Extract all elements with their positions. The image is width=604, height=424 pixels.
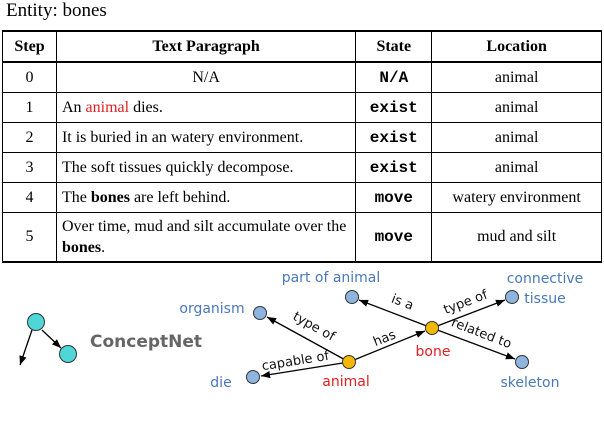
header-cell: State — [355, 31, 433, 62]
node-label: part of animal — [282, 270, 381, 286]
legend-arrow — [19, 329, 33, 366]
row: 2 It is buried in an watery environment.… — [2, 122, 602, 153]
edge-label: type of — [442, 287, 490, 318]
edge-label: is a — [389, 292, 415, 314]
text: . — [101, 239, 106, 256]
node-label: connective — [507, 271, 584, 287]
state-table: Step Text Paragraph State Location 0 N/A… — [2, 30, 602, 263]
state: exist — [355, 92, 433, 123]
legend-arrow — [41, 329, 62, 349]
location: animal — [431, 62, 602, 93]
node-label: animal — [322, 374, 369, 390]
node-label: skeleton — [501, 375, 560, 391]
state: move — [355, 182, 433, 213]
node — [505, 290, 519, 304]
edge — [431, 299, 506, 329]
location: watery environment — [431, 182, 602, 213]
header-cell: Text Paragraph — [55, 31, 357, 62]
node — [253, 306, 267, 320]
edge — [348, 330, 426, 363]
edge-label: has — [371, 327, 398, 350]
bold-text: bones — [90, 189, 130, 206]
highlight: animal — [85, 99, 130, 116]
text: N/A — [192, 68, 220, 86]
header-cell: Location — [431, 31, 602, 62]
state: N/A — [355, 62, 433, 93]
legend-node — [27, 313, 45, 331]
text-cell: The soft tissues quickly decompose. — [55, 152, 357, 183]
edge-label: type of — [290, 309, 338, 344]
node-label: bone — [416, 344, 451, 360]
text: Over time, mud and silt accumulate over … — [61, 218, 347, 235]
node — [342, 355, 356, 369]
node-label: die — [210, 375, 231, 391]
state: exist — [355, 122, 433, 153]
header-cell: Step — [2, 31, 57, 62]
node-label: tissue — [524, 291, 565, 307]
text-cell: The bones are left behind. — [55, 182, 357, 213]
row: 1 An animal dies. exist animal — [2, 92, 602, 123]
row: 0 N/A N/A animal — [2, 62, 602, 93]
text: The soft tissues quickly decompose. — [61, 159, 294, 176]
text-cell: It is buried in an watery environment. — [55, 122, 357, 153]
location: animal — [431, 122, 602, 153]
row: 5 Over time, mud and silt accumulate ove… — [2, 212, 602, 262]
step: 1 — [2, 92, 57, 123]
state: move — [355, 212, 433, 262]
node-label: organism — [179, 301, 244, 317]
bold-text: bones — [61, 239, 102, 256]
entity-label: Entity: bones — [6, 0, 107, 21]
text: are left behind. — [129, 189, 231, 206]
row: 4 The bones are left behind. move watery… — [2, 182, 602, 213]
text: An — [61, 99, 86, 116]
location: animal — [431, 152, 602, 183]
node — [246, 370, 260, 384]
edge — [358, 299, 433, 329]
text-cell: An animal dies. — [55, 92, 357, 123]
text: The — [61, 189, 91, 206]
state: exist — [355, 152, 433, 183]
location: animal — [431, 92, 602, 123]
edge — [431, 327, 516, 360]
step: 3 — [2, 152, 57, 183]
node — [345, 290, 359, 304]
text-cell: N/A — [55, 62, 357, 93]
header-row: Step Text Paragraph State Location — [2, 31, 602, 62]
edge — [260, 361, 350, 379]
edge — [266, 316, 350, 363]
node — [425, 321, 439, 335]
legend-node — [59, 345, 77, 363]
text: It is buried in an watery environment. — [61, 129, 304, 146]
step: 0 — [2, 62, 57, 93]
row: 3 The soft tissues quickly decompose. ex… — [2, 152, 602, 183]
text: dies. — [129, 99, 163, 116]
legend-label: ConceptNet — [90, 332, 202, 352]
node — [515, 355, 529, 369]
text-cell: Over time, mud and silt accumulate over … — [55, 212, 357, 262]
location: mud and silt — [431, 212, 602, 262]
